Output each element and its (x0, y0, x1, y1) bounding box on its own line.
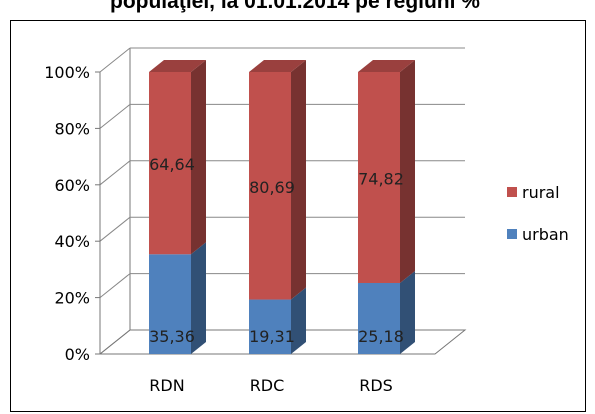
bar-rural-side (191, 60, 206, 255)
data-label-rural: 80,69 (249, 178, 295, 197)
data-label-urban: 35,36 (149, 327, 195, 346)
gridline-side (99, 47, 131, 73)
y-tick-label: 80% (54, 119, 90, 138)
chart-title: populaţiei, la 01.01.2014 pe regiuni % (110, 0, 480, 13)
bar-rural-top (358, 60, 415, 72)
bar-rural-top (149, 60, 206, 72)
data-label-urban: 19,31 (249, 327, 295, 346)
bar-urban-front (149, 254, 191, 354)
gridline-side (99, 216, 131, 242)
gridline-side (99, 104, 131, 129)
y-tick-label: 0% (65, 345, 90, 364)
data-label-urban: 25,18 (358, 327, 404, 346)
bar-rural-top (249, 60, 306, 72)
data-label-rural: 64,64 (149, 155, 195, 174)
y-tick-label: 20% (54, 289, 90, 308)
bar-urban-side (400, 270, 415, 354)
bar-rural-front (358, 72, 400, 283)
legend-label-urban: urban (522, 225, 569, 244)
bar-rural-side (400, 60, 415, 283)
data-label-rural: 74,82 (358, 169, 404, 188)
legend-swatch-rural (507, 187, 517, 197)
bar-urban-front (249, 299, 291, 354)
gridline-side (99, 273, 131, 298)
x-tick-label: RDN (149, 376, 184, 395)
y-tick-label: 40% (54, 232, 90, 251)
bar-rural-side (291, 60, 306, 300)
x-tick-label: RDS (359, 376, 393, 395)
bar-urban-side (191, 242, 206, 354)
x-tick-label: RDC (250, 376, 285, 395)
legend-swatch-urban (507, 229, 517, 239)
bar-urban-front (358, 282, 400, 354)
legend-label-rural: rural (522, 183, 560, 202)
y-tick-label: 100% (44, 63, 90, 82)
y-tick-label: 60% (54, 176, 90, 195)
bar-rural-front (249, 72, 291, 300)
bar-rural-front (149, 72, 191, 255)
bar-urban-side (291, 287, 306, 354)
gridline-side (99, 160, 131, 186)
